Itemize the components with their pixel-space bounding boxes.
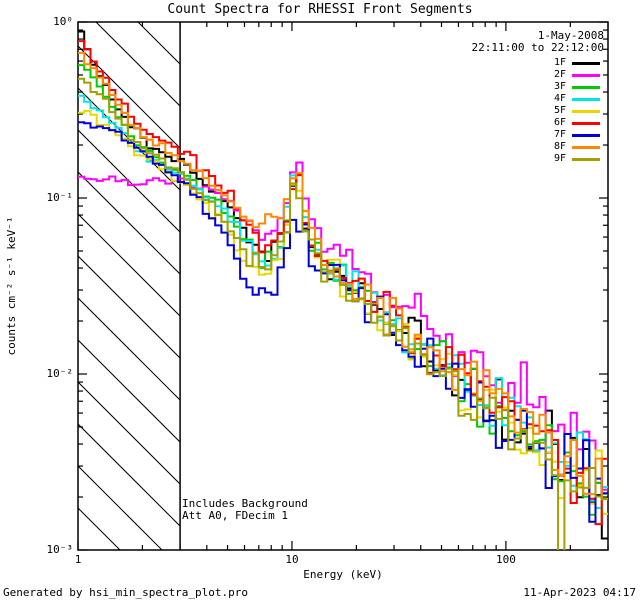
legend-label: 7F — [553, 129, 566, 140]
footer-generator-text: Generated by hsi_min_spectra_plot.pro — [3, 586, 249, 599]
legend-label: 4F — [553, 93, 566, 104]
legend-item-8F: 8F — [554, 141, 600, 153]
note-attenuator-decim: Att A0, FDecim 1 — [182, 509, 288, 522]
legend-item-5F: 5F — [554, 105, 600, 117]
legend-swatch — [572, 121, 600, 125]
legend-swatch — [572, 61, 600, 65]
legend-label: 3F — [553, 81, 566, 92]
legend-label: 6F — [553, 117, 566, 128]
plot-frame — [77, 21, 609, 551]
legend-label: 9F — [553, 153, 566, 164]
y-tick-label: 10⁻² — [46, 367, 74, 380]
legend-item-4F: 4F — [554, 93, 600, 105]
legend-label: 5F — [553, 105, 566, 116]
observation-time-range: 22:11:00 to 22:12:00 — [471, 41, 604, 54]
legend-item-7F: 7F — [554, 129, 600, 141]
legend-item-1F: 1F — [554, 57, 600, 69]
y-tick-label: 10⁰ — [53, 15, 73, 28]
series-line-4F — [78, 94, 608, 509]
axis-ticks — [77, 21, 609, 551]
x-axis-label: Energy (keV) — [303, 568, 383, 581]
series-line-1F — [78, 30, 608, 540]
legend-swatch — [572, 133, 600, 137]
note-includes-background: Includes Background — [182, 497, 308, 510]
footer-datetime: 11-Apr-2023 04:17 — [523, 586, 636, 599]
excluded-band-hatch — [78, 22, 181, 550]
y-tick-label: 10⁻¹ — [46, 191, 74, 204]
y-tick-label: 10⁻³ — [46, 543, 74, 556]
legend-swatch — [572, 85, 600, 89]
chart-title: Count Spectra for RHESSI Front Segments — [167, 2, 473, 17]
series-line-7F — [78, 121, 608, 523]
series-line-9F — [78, 77, 608, 550]
legend-label: 8F — [553, 141, 566, 152]
legend-swatch — [572, 97, 600, 101]
observation-date: 1-May-2008 — [537, 29, 604, 42]
legend-swatch — [572, 145, 600, 149]
legend-item-3F: 3F — [554, 81, 600, 93]
legend-label: 2F — [553, 69, 566, 80]
legend-item-6F: 6F — [554, 117, 600, 129]
legend-swatch — [572, 73, 600, 77]
legend-swatch — [572, 109, 600, 113]
x-tick-label: 10 — [285, 553, 299, 566]
series-line-5F — [78, 109, 608, 515]
legend-item-2F: 2F — [554, 69, 600, 81]
legend: 1F 2F 3F 4F 5F 6F 7F 8F 9F — [554, 57, 600, 165]
legend-label: 1F — [553, 57, 566, 68]
series-line-2F — [78, 161, 608, 491]
x-tick-label: 100 — [495, 553, 516, 566]
legend-swatch — [572, 157, 600, 161]
x-tick-label: 1 — [74, 553, 82, 566]
y-axis-label: counts cm⁻² s⁻¹ keV⁻¹ — [5, 216, 18, 356]
series-line-8F — [78, 51, 608, 501]
spectra-curves — [78, 30, 608, 550]
legend-item-9F: 9F — [554, 153, 600, 165]
